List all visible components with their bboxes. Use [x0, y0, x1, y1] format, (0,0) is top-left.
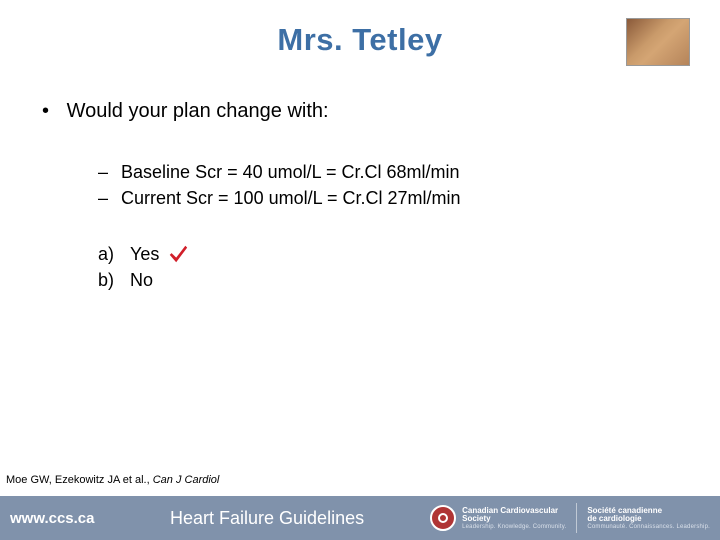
org-en-line2: Society [462, 515, 566, 523]
main-bullet: Would your plan change with: [42, 100, 690, 123]
citation-authors: Moe GW, Ezekowitz JA et al., [6, 474, 153, 486]
org-fr-tag: Communauté. Connaissances. Leadership. [587, 524, 710, 530]
option-text: No [130, 267, 159, 293]
logo-text-en: Canadian Cardiovascular Society Leadersh… [462, 507, 566, 530]
option-list: a) Yes b) No [98, 241, 690, 293]
slide-title: Mrs. Tetley [30, 16, 690, 58]
citation: Moe GW, Ezekowitz JA et al., Can J Cardi… [6, 474, 219, 486]
checkmark-icon [167, 243, 189, 265]
patient-photo [626, 18, 690, 66]
org-en-tag: Leadership. Knowledge. Community. [462, 524, 566, 530]
footer-title: Heart Failure Guidelines [170, 508, 364, 529]
footer-logos: Canadian Cardiovascular Society Leadersh… [430, 503, 710, 533]
logo-divider [576, 503, 577, 533]
citation-journal: Can J Cardiol [153, 474, 220, 486]
ccs-logo-icon [430, 505, 456, 531]
header: Mrs. Tetley [30, 16, 690, 68]
option-row-b: b) No [98, 267, 690, 293]
footer-url: www.ccs.ca [10, 510, 170, 527]
logo-text-fr: Société canadienne de cardiologie Commun… [587, 507, 710, 530]
option-text: Yes [130, 241, 165, 267]
sub-bullet: Baseline Scr = 40 umol/L = Cr.Cl 68ml/mi… [98, 159, 690, 185]
slide: Mrs. Tetley Would your plan change with:… [0, 0, 720, 540]
option-letter: b) [98, 267, 130, 293]
option-letter: a) [98, 241, 130, 267]
org-fr-line2: de cardiologie [587, 515, 710, 523]
option-row-a: a) Yes [98, 241, 690, 267]
sub-bullet: Current Scr = 100 umol/L = Cr.Cl 27ml/mi… [98, 185, 690, 211]
footer-bar: www.ccs.ca Heart Failure Guidelines Cana… [0, 496, 720, 540]
sub-bullet-list: Baseline Scr = 40 umol/L = Cr.Cl 68ml/mi… [98, 159, 690, 211]
